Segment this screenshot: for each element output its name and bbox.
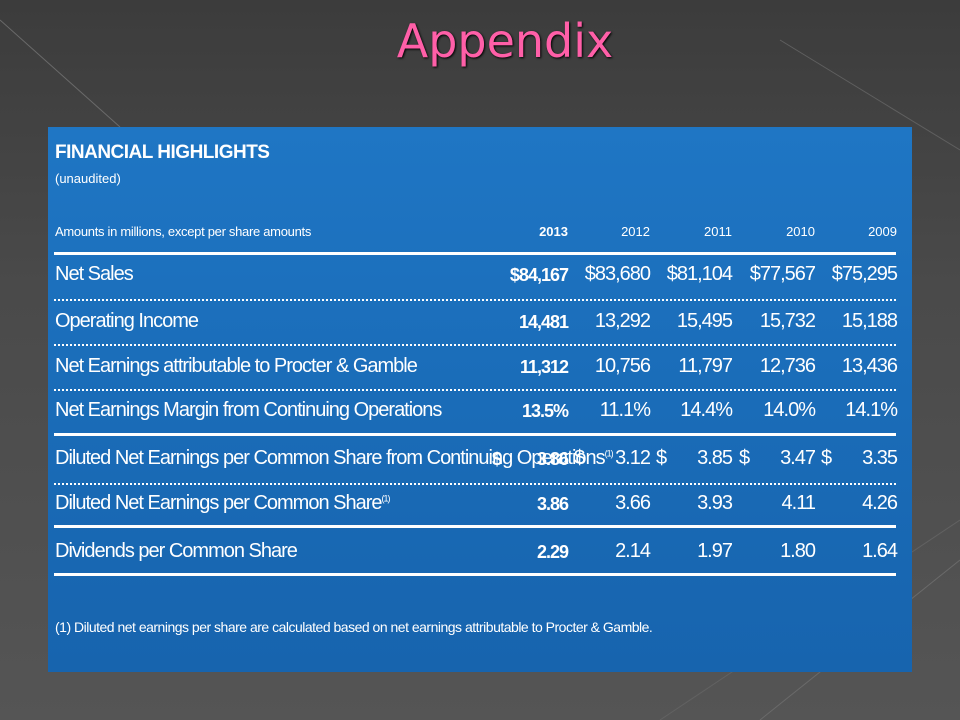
table-cell: $83,680: [584, 263, 651, 285]
table-cell: 3.66: [615, 492, 651, 514]
table-cell: 14.0%: [763, 399, 816, 421]
footnote-marker: (1): [604, 448, 614, 459]
table-cell: 11,797: [678, 355, 733, 377]
table-cell: 15,495: [676, 310, 733, 332]
financial-highlights-panel: FINANCIAL HIGHLIGHTS (unaudited) Amounts…: [48, 127, 912, 672]
table-cell: 12,736: [759, 355, 816, 377]
row-divider: [54, 344, 896, 346]
table-bottom-rule: [54, 573, 896, 576]
table-cell: $3.47: [739, 447, 816, 469]
table-subtitle: (unaudited): [55, 171, 121, 186]
section-rule: [54, 525, 896, 528]
table-cell: $3.86: [492, 449, 569, 469]
table-cell: $77,567: [749, 263, 816, 285]
header-rule: [54, 252, 896, 255]
table-cell: 15,732: [759, 310, 816, 332]
table-cell: 2.14: [615, 540, 651, 562]
footnote: (1) Diluted net earnings per share are c…: [55, 619, 653, 635]
table-cell: 4.26: [862, 492, 898, 514]
currency-symbol: $: [492, 449, 502, 469]
table-cell: 14.1%: [845, 399, 898, 421]
units-note: Amounts in millions, except per share am…: [55, 224, 312, 239]
table-cell: 14.4%: [680, 399, 733, 421]
table-cell: 2.29: [536, 542, 569, 562]
table-cell: $3.85: [656, 447, 733, 469]
table-cell: $81,104: [666, 263, 733, 285]
table-cell: 4.11: [781, 492, 816, 514]
table-cell: 14,481: [518, 312, 569, 332]
row-label: Operating Income: [55, 310, 199, 332]
row-label: Diluted Net Earnings per Common Share(1): [55, 492, 391, 514]
currency-symbol: $: [739, 447, 750, 469]
row-label: Net Earnings attributable to Procter & G…: [55, 355, 418, 377]
row-divider: [54, 299, 896, 301]
row-label: Dividends per Common Share: [55, 540, 298, 562]
year-header: 2012: [621, 224, 650, 239]
table-cell: 1.64: [862, 540, 898, 562]
table-cell: $75,295: [831, 263, 898, 285]
table-cell: 11,312: [519, 357, 569, 377]
table-cell: 1.97: [697, 540, 733, 562]
table-cell: $3.35: [821, 447, 898, 469]
table-cell: 13,292: [594, 310, 651, 332]
table-cell: 15,188: [841, 310, 898, 332]
row-divider: [54, 483, 896, 485]
table-cell: $3.12: [574, 447, 651, 469]
section-rule: [54, 433, 896, 436]
year-header: 2013: [539, 224, 568, 239]
year-header: 2010: [786, 224, 815, 239]
table-title: FINANCIAL HIGHLIGHTS: [55, 142, 270, 163]
currency-symbol: $: [656, 447, 667, 469]
table-cell: 10,756: [594, 355, 651, 377]
row-label: Net Earnings Margin from Continuing Oper…: [55, 399, 442, 421]
row-divider: [54, 389, 896, 391]
table-cell: 13.5%: [521, 401, 569, 421]
table-cell: 3.86: [536, 494, 569, 514]
footnote-marker: (1): [381, 493, 391, 504]
currency-symbol: $: [821, 447, 832, 469]
slide-title: Appendix: [396, 14, 614, 68]
year-header: 2009: [868, 224, 897, 239]
table-cell: 11.1%: [599, 399, 651, 421]
table-cell: $84,167: [509, 265, 569, 285]
row-label: Net Sales: [55, 263, 134, 285]
table-cell: 13,436: [841, 355, 898, 377]
table-cell: 3.93: [697, 492, 733, 514]
row-label: Diluted Net Earnings per Common Share fr…: [55, 447, 614, 469]
currency-symbol: $: [574, 447, 585, 469]
table-cell: 1.80: [780, 540, 816, 562]
year-header: 2011: [704, 224, 732, 239]
